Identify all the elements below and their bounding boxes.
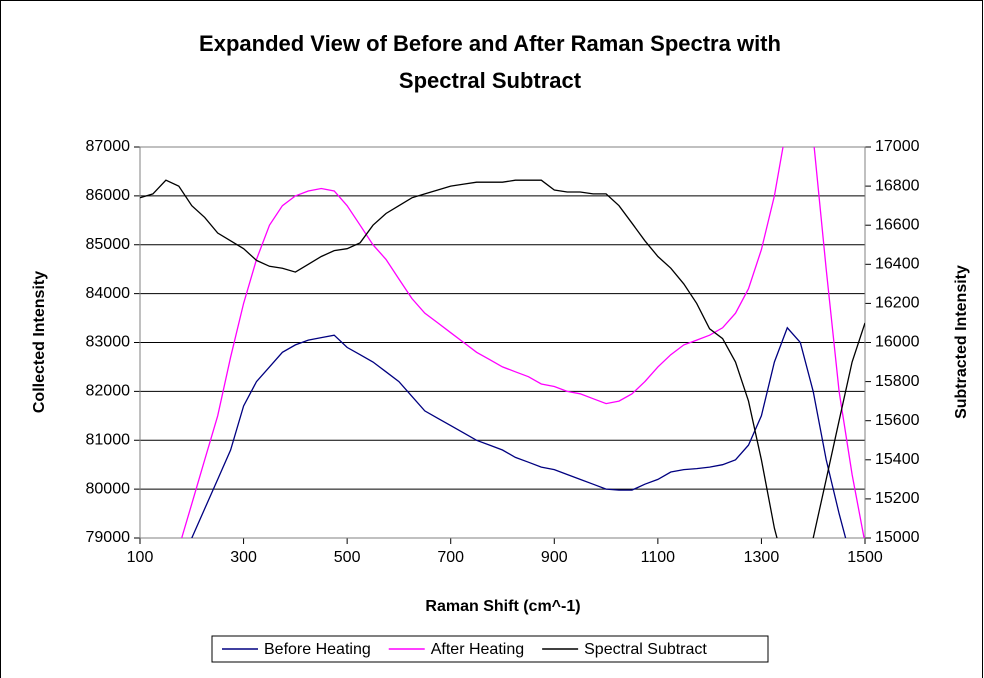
y-tick-label: 86000: [86, 187, 131, 204]
y2-tick-label: 15600: [875, 412, 920, 429]
chart-title: Expanded View of Before and After Raman …: [199, 31, 781, 56]
legend-label: After Heating: [431, 641, 524, 658]
x-tick-label: 100: [127, 549, 154, 566]
y-tick-label: 87000: [86, 138, 131, 155]
y-tick-label: 84000: [86, 285, 131, 302]
y-axis-label: Collected Intensity: [31, 271, 48, 413]
y-tick-label: 81000: [86, 431, 131, 448]
x-tick-label: 700: [437, 549, 464, 566]
x-tick-label: 500: [334, 549, 361, 566]
y-tick-label: 79000: [86, 529, 131, 546]
y2-tick-label: 16400: [875, 256, 920, 273]
y2-tick-label: 16200: [875, 295, 920, 312]
series-line: [181, 147, 865, 538]
plot-lines: [140, 147, 865, 538]
x-axis-label: Raman Shift (cm^-1): [425, 598, 580, 615]
series-line: [191, 326, 847, 538]
x-tick-label: 900: [541, 549, 568, 566]
chart-subtitle: Spectral Subtract: [399, 68, 582, 93]
y2-tick-label: 16600: [875, 216, 920, 233]
y-tick-label: 85000: [86, 236, 131, 253]
x-tick-label: 1100: [641, 549, 676, 566]
y-tick-label: 82000: [86, 383, 131, 400]
x-tick-label: 1500: [847, 549, 883, 566]
plot-area: [139, 146, 866, 539]
y2-tick-label: 15800: [875, 373, 920, 390]
x-tick-label: 300: [230, 549, 257, 566]
legend: Before Heating After Heating Spectral Subt…: [211, 635, 769, 663]
y2-tick-label: 15400: [875, 451, 920, 468]
y2-tick-label: 17000: [875, 138, 920, 155]
y2-tick-label: 15200: [875, 490, 920, 507]
legend-box: [211, 635, 769, 663]
legend-label: Spectral Subtract: [584, 641, 707, 658]
y2-tick-label: 16000: [875, 334, 920, 351]
y-tick-label: 80000: [86, 480, 131, 497]
y2-axis-label: Subtracted Intensity: [953, 265, 970, 419]
y-tick-label: 83000: [86, 334, 131, 351]
y2-tick-label: 15000: [875, 529, 920, 546]
y2-tick-label: 16800: [875, 177, 920, 194]
x-tick-label: 1300: [744, 549, 780, 566]
series-line: [140, 179, 865, 538]
legend-label: Before Heating: [264, 641, 371, 658]
